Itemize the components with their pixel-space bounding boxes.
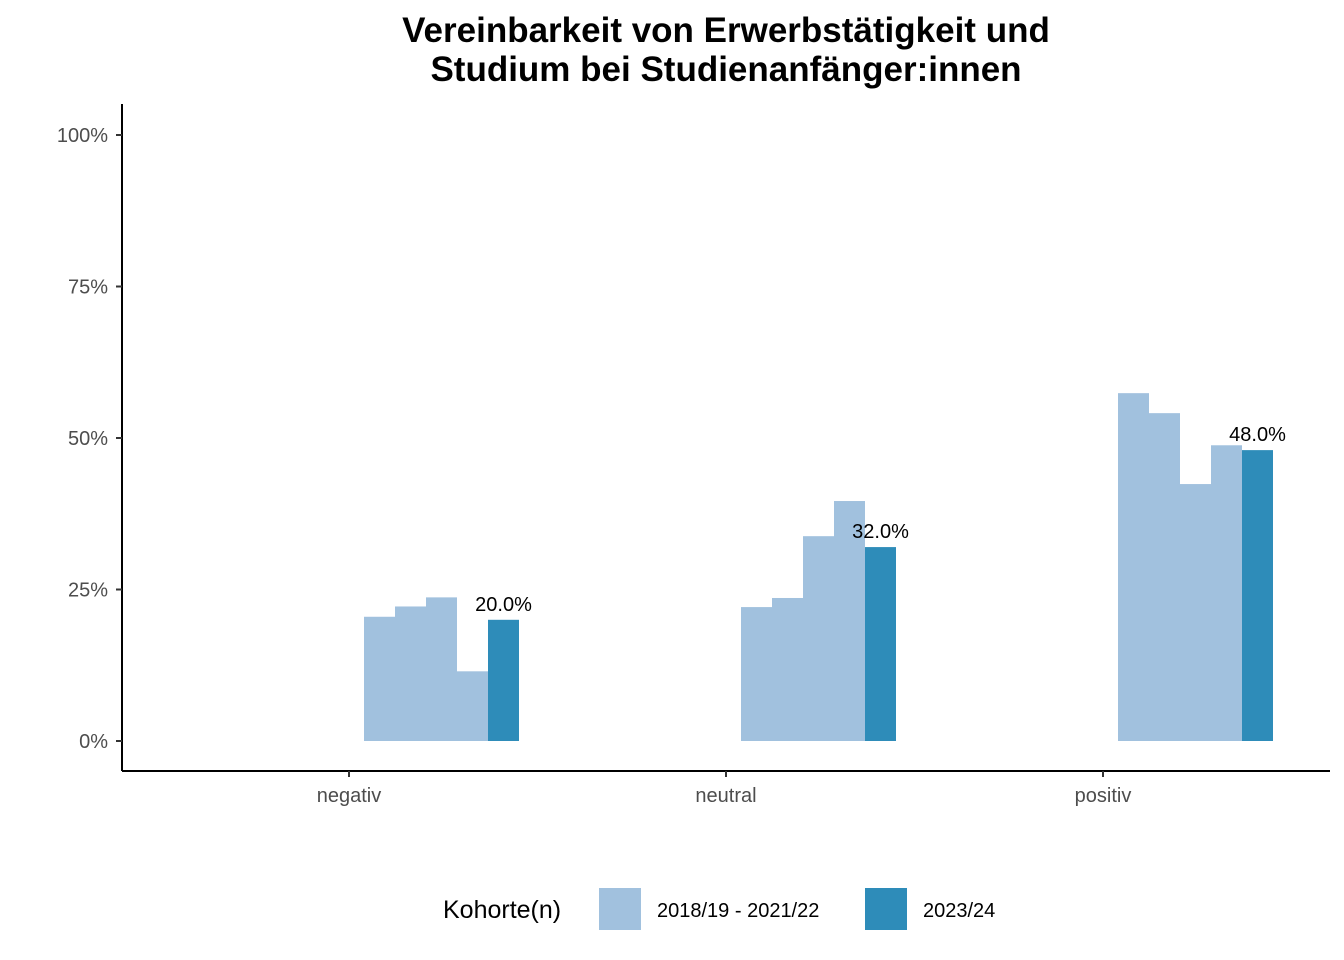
bar-historic-neutral-4	[834, 501, 865, 741]
bar-historic-negativ-3	[426, 597, 457, 741]
bar-historic-neutral-3	[803, 536, 834, 741]
bar-historic-neutral-2	[772, 597, 803, 741]
chart-title-line-2: Studium bei Studienanfänger:innen	[430, 50, 1021, 89]
bar-historic-positiv-1	[1118, 393, 1149, 741]
data-label-neutral: 32.0%	[852, 521, 909, 543]
legend-label-current: 2023/24	[923, 900, 995, 922]
y-tick-label: 50%	[68, 428, 108, 450]
axes: 0% 25% 50% 75% 100% negativ neutral positiv	[57, 104, 1330, 807]
bar-historic-positiv-3	[1180, 484, 1211, 741]
y-tick-label: 0%	[79, 731, 108, 753]
x-tick-label-neutral: neutral	[695, 785, 756, 807]
bar-historic-negativ-1	[364, 616, 395, 741]
bar-historic-positiv-4	[1211, 445, 1242, 741]
bar-historic-neutral-1	[741, 607, 772, 741]
bar-historic-negativ-2	[395, 606, 426, 741]
bar-current-negativ	[488, 619, 519, 741]
legend: Kohorte(n) 2018/19 - 2021/22 2023/24	[443, 888, 995, 930]
y-tick-label: 75%	[68, 277, 108, 299]
bar-historic-negativ-4	[457, 671, 488, 741]
x-tick-label-negativ: negativ	[317, 785, 382, 807]
legend-title: Kohorte(n)	[443, 896, 561, 924]
bar-current-positiv	[1242, 450, 1273, 741]
legend-swatch-historic	[599, 888, 641, 930]
legend-label-historic: 2018/19 - 2021/22	[657, 900, 819, 922]
plot-area: 20.0% 32.0% 48.0%	[364, 393, 1286, 741]
bar-historic-positiv-2	[1149, 413, 1180, 741]
legend-swatch-current	[865, 888, 907, 930]
chart-title: Vereinbarkeit von Erwerbstätigkeit und S…	[402, 11, 1050, 89]
y-tick-label: 100%	[57, 125, 108, 147]
x-tick-label-positiv: positiv	[1075, 785, 1132, 807]
data-label-negativ: 20.0%	[475, 594, 532, 616]
data-label-positiv: 48.0%	[1229, 424, 1286, 446]
bar-current-neutral	[865, 547, 896, 741]
chart-title-line-1: Vereinbarkeit von Erwerbstätigkeit und	[402, 11, 1050, 50]
y-tick-label: 25%	[68, 580, 108, 602]
